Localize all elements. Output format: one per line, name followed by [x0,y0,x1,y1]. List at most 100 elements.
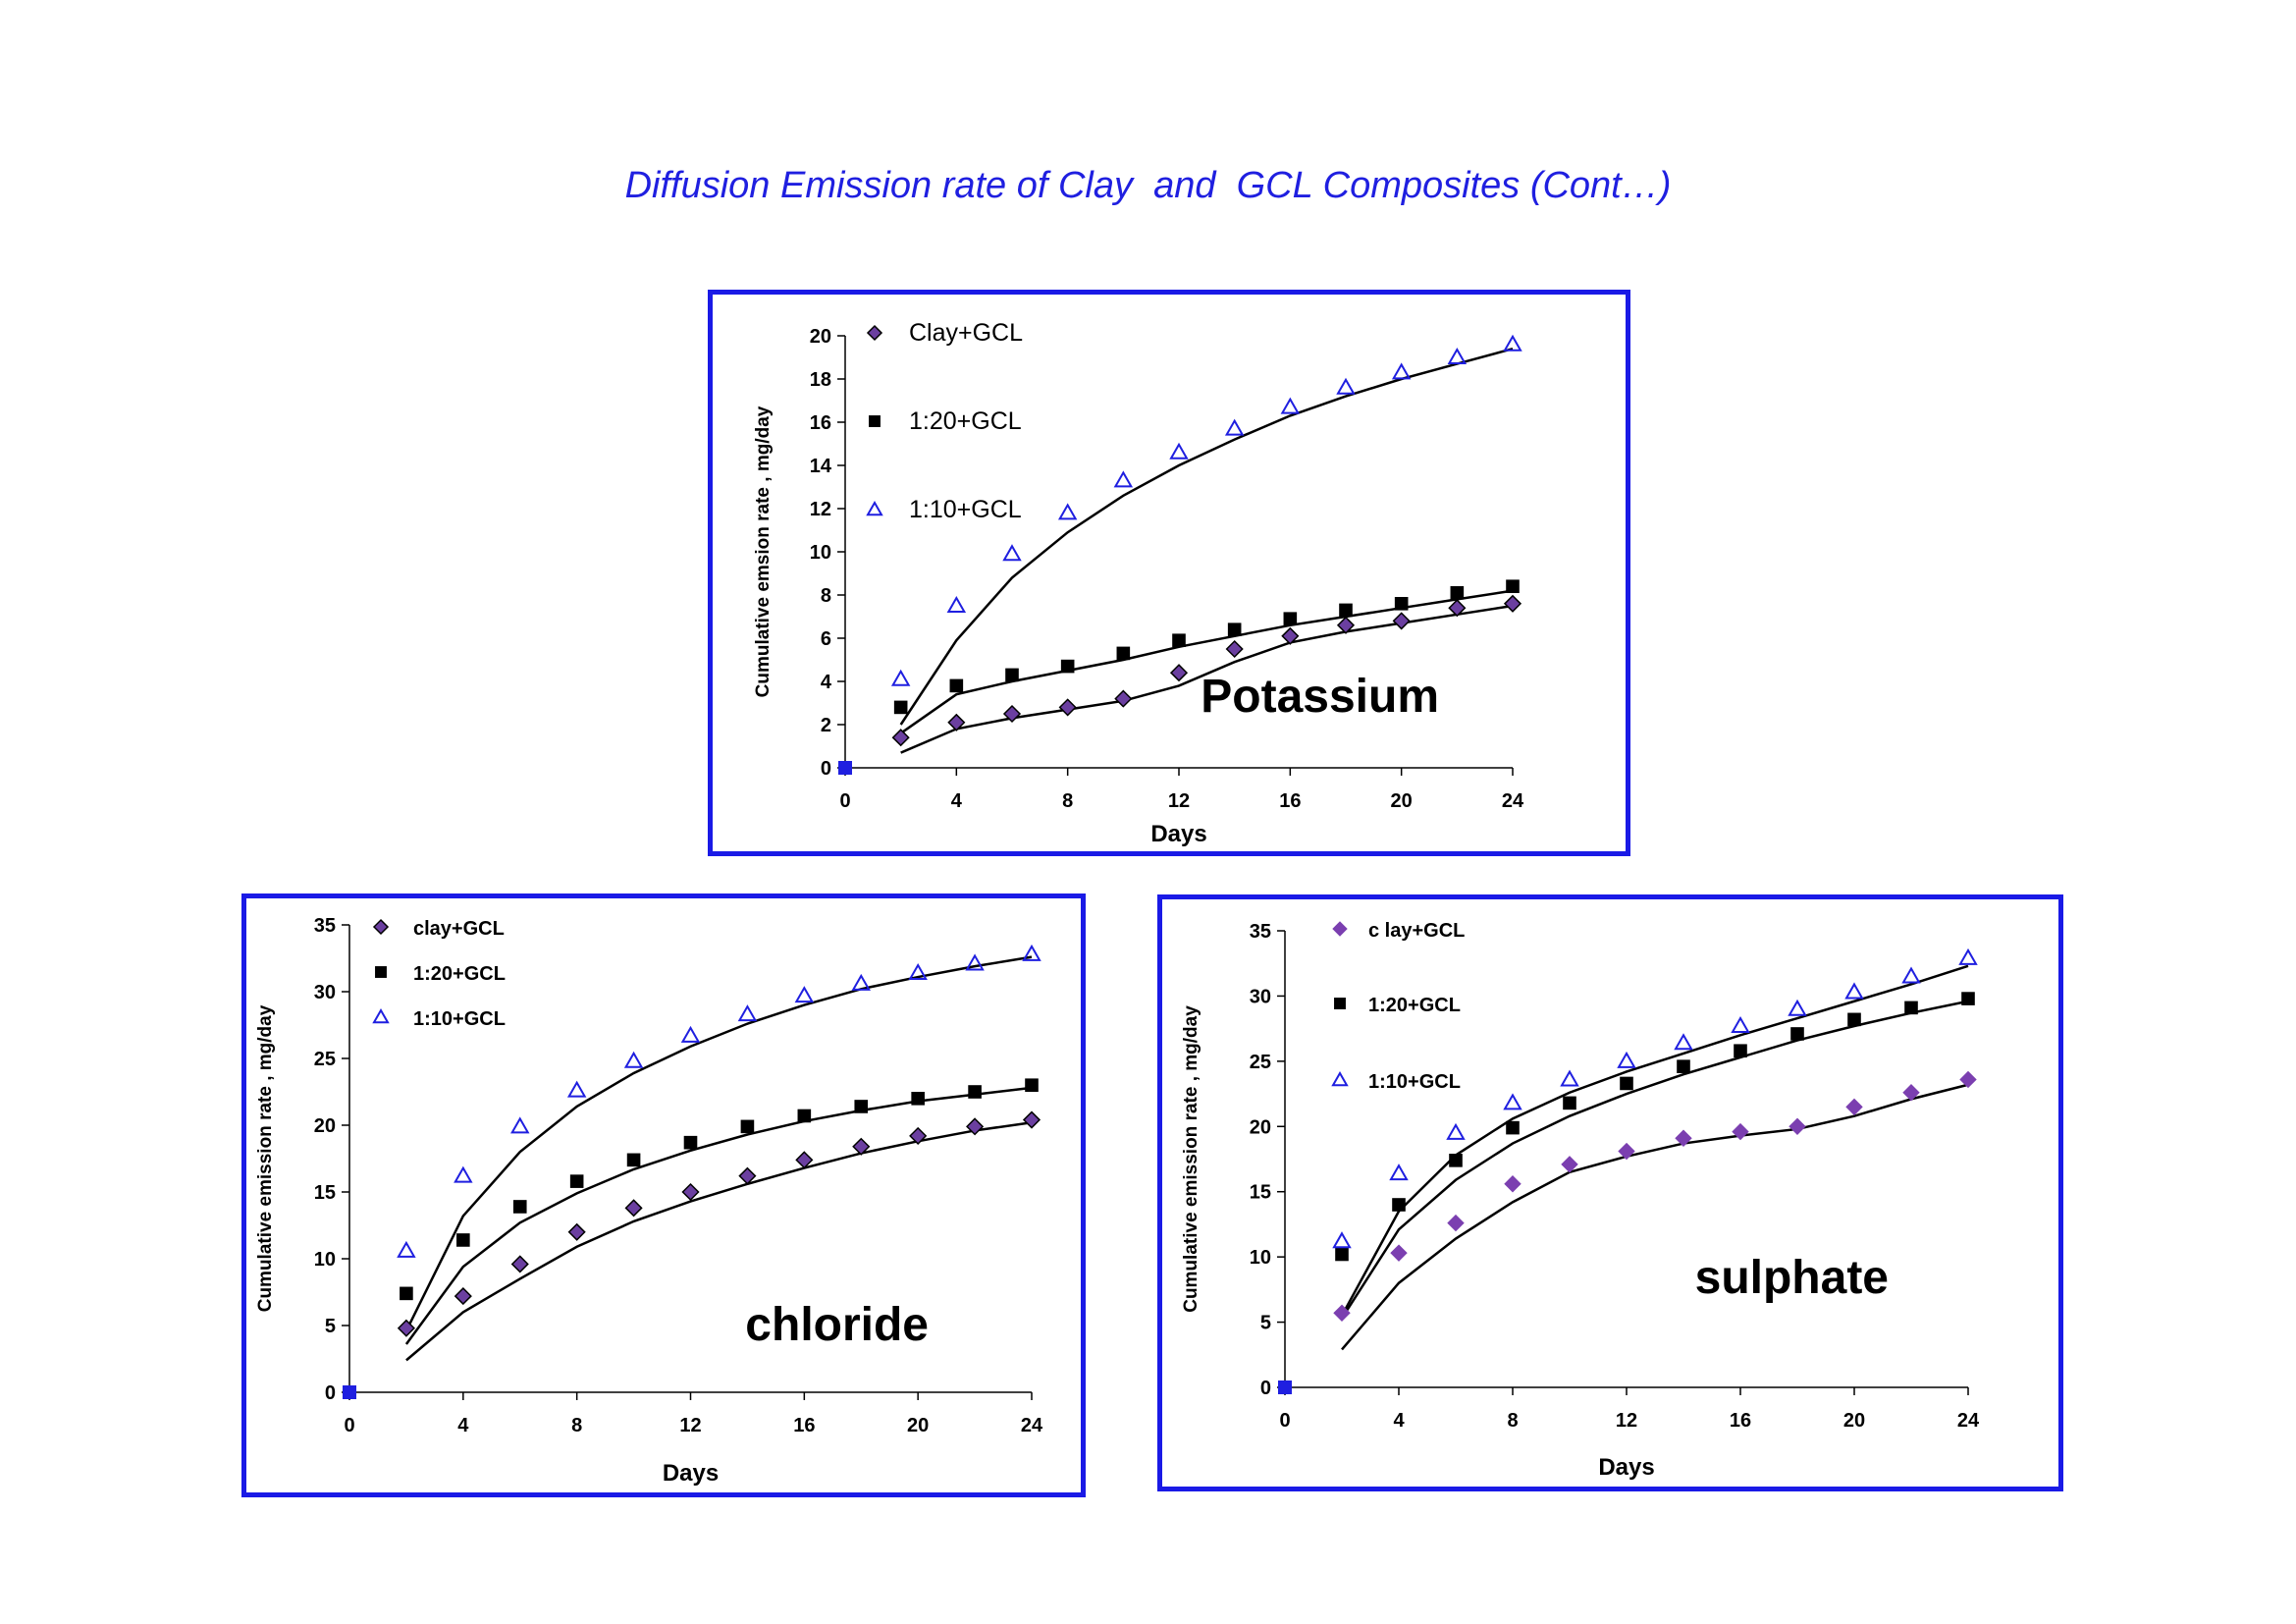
chloride-y-tick-label: 15 [314,1182,336,1204]
chloride-y-tick-label: 20 [314,1115,336,1137]
potassium-point-0 [1114,689,1133,708]
chloride-y-tick-label: 0 [325,1382,336,1404]
chloride-y-tick-label: 35 [314,915,336,937]
chloride-x-tick-label: 24 [1021,1415,1043,1436]
chloride-point-2 [680,1025,701,1043]
chloride-x-axis-label: Days [663,1460,719,1487]
chloride-point-1 [626,1153,641,1167]
chloride-point-1 [456,1233,470,1247]
potassium-point-1 [1227,623,1242,636]
sulphate-x-tick-label: 20 [1843,1410,1865,1432]
chloride-x-tick-label: 20 [907,1415,929,1436]
sulphate-point-1 [1392,1198,1406,1212]
sulphate-y-tick-label: 5 [1260,1313,1271,1334]
potassium-point-1 [893,700,908,715]
chloride-x-tick-label: 4 [457,1415,469,1436]
sulphate-point-1 [1335,1247,1349,1262]
chloride-point-0 [966,1117,985,1136]
sulphate-point-2 [1617,1051,1636,1068]
chloride-point-1 [911,1092,925,1106]
chloride-fit-line-2 [404,955,1033,1331]
chloride-point-0 [909,1126,928,1145]
chloride-point-1 [797,1109,812,1123]
sulphate-point-0 [1675,1129,1692,1147]
potassium-point-0 [1392,612,1411,630]
chloride-y-tick-label: 10 [314,1249,336,1271]
sulphate-point-0 [1390,1244,1408,1262]
potassium-legend-marker-1 [869,415,881,427]
sulphate-point-2 [1788,999,1807,1016]
chloride-point-0 [795,1151,814,1169]
sulphate-y-tick-label: 0 [1260,1378,1271,1399]
sulphate-x-tick-label: 16 [1730,1410,1751,1432]
sulphate-point-2 [1674,1033,1693,1051]
chloride-x-tick-label: 16 [793,1415,815,1436]
chloride-chart-panel: 0 5 10 15 20 25 30 35 0 4 8 12 16 20 24 Days Cumulative … [241,893,1086,1497]
potassium-point-2 [1057,503,1078,520]
potassium-y-tick-label: 4 [821,672,832,693]
sulphate-point-0 [1561,1156,1578,1173]
page-title: Diffusion Emission rate of Clay and GCL … [624,165,1672,206]
sulphate-legend-label-0: c lay+GCL [1368,920,1465,942]
chloride-point-2 [908,962,928,980]
chloride-y-tick-label: 25 [314,1049,336,1070]
chloride-point-2 [454,1165,473,1183]
chloride-x-tick-label: 8 [571,1415,582,1436]
chloride-point-2 [566,1080,587,1098]
chloride-fit-line-1 [404,1086,1033,1345]
chloride-point-0 [624,1199,643,1218]
sulphate-point-1 [1904,1001,1918,1015]
potassium-x-tick-label: 12 [1168,790,1190,812]
potassium-point-2 [1002,544,1022,562]
sulphate-point-0 [1845,1098,1863,1116]
sulphate-point-2 [1731,1015,1750,1033]
chloride-fit-line-0 [405,1121,1033,1362]
potassium-point-0 [1058,698,1077,717]
sulphate-legend-marker-2 [1331,1070,1349,1087]
potassium-legend-label-1: 1:20+GCL [909,407,1022,435]
sulphate-point-1 [1677,1059,1690,1073]
sulphate-point-1 [1734,1044,1747,1058]
potassium-point-2 [1113,470,1134,488]
chloride-chart-title: chloride [745,1299,929,1351]
sulphate-y-axis-label: Cumulative emission rate , mg/day [1181,1005,1201,1313]
sulphate-point-0 [1902,1084,1920,1102]
sulphate-point-1 [1790,1027,1804,1041]
sulphate-y-tick-label: 20 [1250,1116,1271,1138]
chloride-legend-label-1: 1:20+GCL [413,963,506,985]
potassium-x-tick-label: 24 [1502,790,1524,812]
sulphate-fit-line-1 [1340,1000,1969,1320]
sulphate-point-2 [1389,1164,1409,1181]
chloride-y-tick-label: 5 [325,1316,336,1337]
potassium-fit-line-1 [899,589,1514,734]
potassium-point-2 [1391,362,1412,380]
sulphate-point-2 [1332,1231,1352,1249]
potassium-point-1 [1506,579,1520,593]
potassium-y-tick-label: 20 [810,326,831,348]
potassium-legend-label-0: Clay+GCL [909,319,1023,347]
potassium-point-1 [1116,646,1131,661]
chloride-legend-marker-0 [372,918,390,936]
sulphate-plot-group: 0 5 10 15 20 25 30 35 0 4 8 12 16 20 24 Days Cumulative … [1181,920,1980,1481]
potassium-point-2 [1336,377,1356,395]
chloride-point-0 [738,1166,757,1185]
sulphate-y-tick-label: 25 [1250,1052,1271,1073]
potassium-point-0 [1336,616,1356,634]
potassium-x-tick-label: 4 [951,790,963,812]
chloride-point-0 [397,1319,415,1337]
sulphate-x-axis-label: Days [1598,1454,1654,1481]
potassium-chart-title: Potassium [1201,671,1439,723]
potassium-y-tick-label: 14 [810,456,832,477]
sulphate-y-tick-label: 30 [1250,986,1271,1007]
sulphate-origin-point [1278,1380,1292,1394]
chloride-point-2 [965,953,985,971]
potassium-y-tick-label: 0 [821,758,831,780]
sulphate-point-2 [1446,1122,1466,1140]
potassium-legend-marker-2 [866,500,883,516]
potassium-y-tick-label: 2 [821,715,831,736]
chloride-point-0 [567,1222,586,1241]
sulphate-y-tick-label: 10 [1250,1247,1271,1269]
sulphate-point-1 [1961,992,1975,1005]
sulphate-legend-label-1: 1:20+GCL [1368,995,1461,1016]
